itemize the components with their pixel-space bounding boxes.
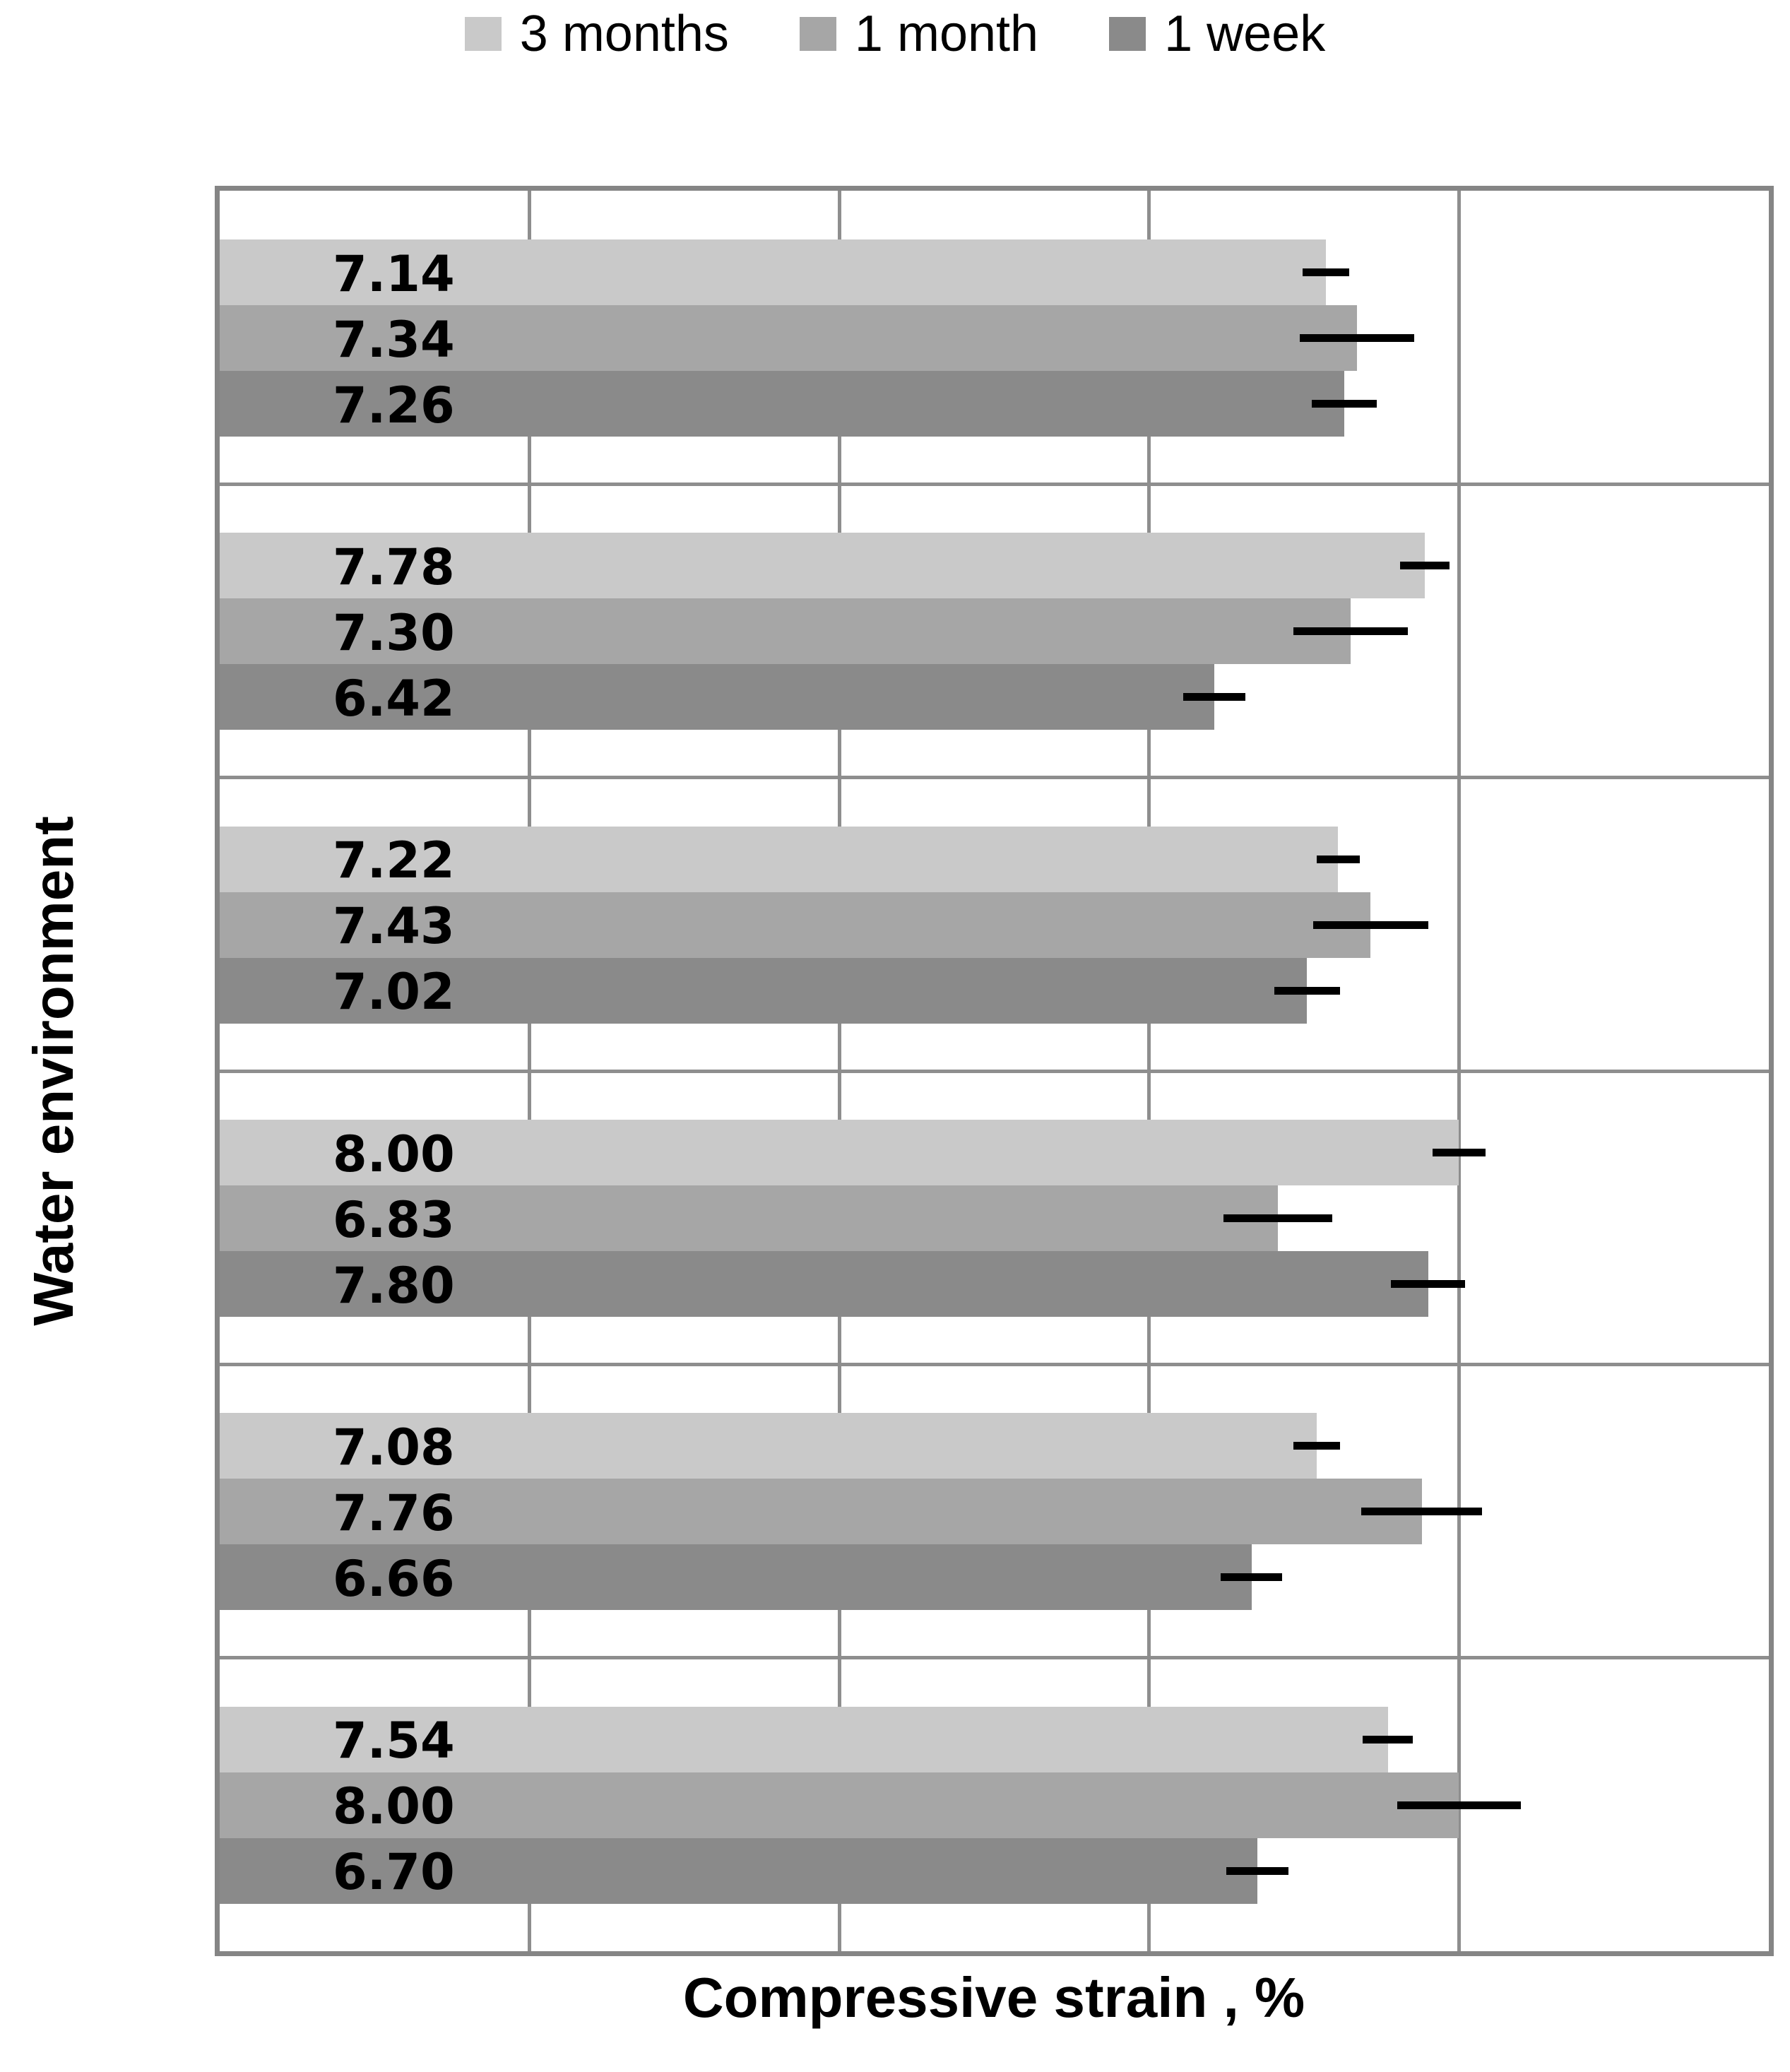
error-bar-group3-3-months	[1316, 855, 1361, 863]
plot-area: 7.14 7.34 7.26 7.78 7.30 6.42 7.22 7.43 7.02 8.00…	[215, 186, 1774, 1956]
band-separator-1	[220, 482, 1769, 486]
bar-group3-3-months	[220, 826, 1339, 892]
bar-value-label-group2-3-months: 7.78	[333, 538, 455, 596]
legend-label-3-months: 3 months	[519, 6, 729, 62]
legend-item-3-months: 3 months	[464, 6, 729, 62]
error-bar-group1-3-months	[1302, 268, 1349, 276]
bar-group1-3-months	[220, 239, 1326, 305]
bar-value-label-group1-1-month: 7.34	[333, 310, 455, 369]
error-bar-group6-1-month	[1397, 1801, 1522, 1809]
bar-value-label-group6-1-month: 8.00	[333, 1777, 455, 1836]
bar-group4-3-months	[220, 1120, 1459, 1185]
bar-group6-1-week	[220, 1837, 1258, 1904]
bar-group2-3-months	[220, 533, 1426, 599]
error-bar-group6-3-months	[1363, 1735, 1413, 1744]
bar-value-label-group3-1-week: 7.02	[333, 963, 455, 1022]
error-bar-group4-1-week	[1390, 1280, 1466, 1288]
bar-value-label-group4-1-week: 7.80	[333, 1256, 455, 1315]
legend-swatch-1-month-icon	[799, 17, 836, 51]
band-separator-5	[220, 1656, 1769, 1660]
bar-group6-3-months	[220, 1706, 1388, 1772]
error-bar-group5-1-week	[1220, 1573, 1283, 1582]
band-separator-3	[220, 1069, 1769, 1073]
bar-group5-1-month	[220, 1479, 1422, 1545]
error-bar-group2-3-months	[1400, 562, 1450, 570]
bar-group5-3-months	[220, 1413, 1317, 1479]
bar-value-label-group4-1-month: 6.83	[333, 1190, 455, 1249]
bar-group2-1-month	[220, 598, 1351, 665]
legend-item-1-month: 1 month	[799, 6, 1039, 62]
bar-group4-1-month	[220, 1185, 1278, 1251]
plot-inner: 7.14 7.34 7.26 7.78 7.30 6.42 7.22 7.43 7.02 8.00…	[220, 191, 1769, 1951]
legend-label-1-month: 1 month	[854, 6, 1039, 62]
bar-value-label-group6-1-week: 6.70	[333, 1843, 455, 1902]
bar-group3-1-week	[220, 957, 1308, 1024]
y-axis-title: Water environment	[22, 816, 85, 1326]
error-bar-group1-1-month	[1299, 334, 1414, 342]
error-bar-group5-3-months	[1293, 1442, 1340, 1450]
bar-value-label-group3-3-months: 7.22	[333, 831, 455, 890]
error-bar-group3-1-week	[1274, 986, 1340, 995]
bar-value-label-group5-1-week: 6.66	[333, 1549, 455, 1608]
bar-group4-1-week	[220, 1251, 1428, 1317]
bar-group1-1-month	[220, 305, 1357, 371]
legend-swatch-3-months-icon	[464, 17, 502, 51]
band-separator-4	[220, 1362, 1769, 1366]
bar-value-label-group6-3-months: 7.54	[333, 1712, 455, 1770]
bar-group1-1-week	[220, 371, 1345, 437]
bar-value-label-group3-1-month: 7.43	[333, 897, 455, 956]
bar-group2-1-week	[220, 664, 1214, 730]
error-bar-group3-1-month	[1313, 920, 1428, 929]
error-bar-group4-1-month	[1223, 1214, 1332, 1222]
bar-value-label-group2-1-month: 7.30	[333, 603, 455, 662]
error-bar-group4-3-months	[1433, 1149, 1486, 1156]
bar-value-label-group5-1-month: 7.76	[333, 1484, 455, 1542]
error-bar-group2-1-week	[1183, 693, 1245, 701]
legend-label-1-week: 1 week	[1164, 6, 1326, 62]
bar-value-label-group1-3-months: 7.14	[333, 244, 455, 303]
chart-legend: 3 months 1 month 1 week	[0, 6, 1790, 62]
bar-value-label-group2-1-week: 6.42	[333, 669, 455, 728]
x-axis-title: Compressive strain , %	[682, 1966, 1305, 2029]
error-bar-group6-1-week	[1226, 1866, 1289, 1875]
legend-item-1-week: 1 week	[1109, 8, 1325, 59]
bar-value-label-group4-3-months: 8.00	[333, 1125, 455, 1183]
bar-value-label-group5-3-months: 7.08	[333, 1418, 455, 1476]
bar-group6-1-month	[220, 1772, 1459, 1838]
bar-group3-1-month	[220, 892, 1371, 958]
error-bar-group1-1-week	[1312, 400, 1377, 408]
bar-value-label-group1-1-week: 7.26	[333, 376, 455, 434]
error-bar-group5-1-month	[1361, 1508, 1483, 1516]
error-bar-group2-1-month	[1293, 627, 1409, 636]
band-separator-2	[220, 776, 1769, 780]
bar-group5-1-week	[220, 1544, 1252, 1611]
legend-swatch-1-week-icon	[1109, 17, 1146, 51]
